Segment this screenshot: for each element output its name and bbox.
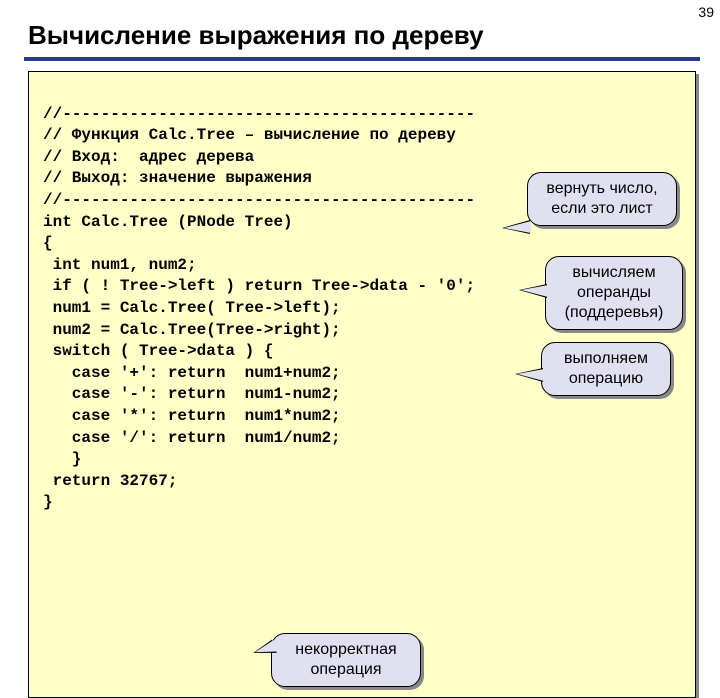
code-line: } <box>43 493 53 511</box>
slide-title: Вычисление выражения по дереву <box>0 0 720 57</box>
code-line: return 32767; <box>43 472 177 490</box>
code-line: num1 = Calc.Tree( Tree->left); <box>43 299 341 317</box>
code-line: case '/': return num1/num2; <box>43 429 341 447</box>
code-line: } <box>43 450 81 468</box>
code-line: // Функция Calc.Tree – вычисление по дер… <box>43 126 456 144</box>
code-line: // Вход: адрес дерева <box>43 148 254 166</box>
page-number: 39 <box>698 4 714 20</box>
code-line: // Выход: значение выражения <box>43 169 312 187</box>
code-line: //--------------------------------------… <box>43 105 475 123</box>
code-line: case '+': return num1+num2; <box>43 364 341 382</box>
code-line: case '*': return num1*num2; <box>43 407 341 425</box>
code-line: int Calc.Tree (PNode Tree) <box>43 213 293 231</box>
callout-leaf-return: вернуть число, если это лист <box>527 172 677 226</box>
code-line: num2 = Calc.Tree(Tree->right); <box>43 321 341 339</box>
code-line: //--------------------------------------… <box>43 191 475 209</box>
code-line: int num1, num2; <box>43 256 197 274</box>
code-block: //--------------------------------------… <box>28 71 696 698</box>
callout-tail <box>519 284 547 298</box>
callout-tail <box>515 368 543 382</box>
code-line: switch ( Tree->data ) { <box>43 342 273 360</box>
callout-bad-op: некорректная операция <box>271 633 421 687</box>
code-line: { <box>43 234 53 252</box>
code-line: case '-': return num1-num2; <box>43 385 341 403</box>
code-line: if ( ! Tree->left ) return Tree->data - … <box>43 277 475 295</box>
callout-operands: вычисляем операнды (поддеревья) <box>545 256 683 330</box>
title-underline <box>24 57 700 61</box>
callout-operation: выполняем операцию <box>541 342 671 396</box>
callout-tail <box>502 220 530 234</box>
